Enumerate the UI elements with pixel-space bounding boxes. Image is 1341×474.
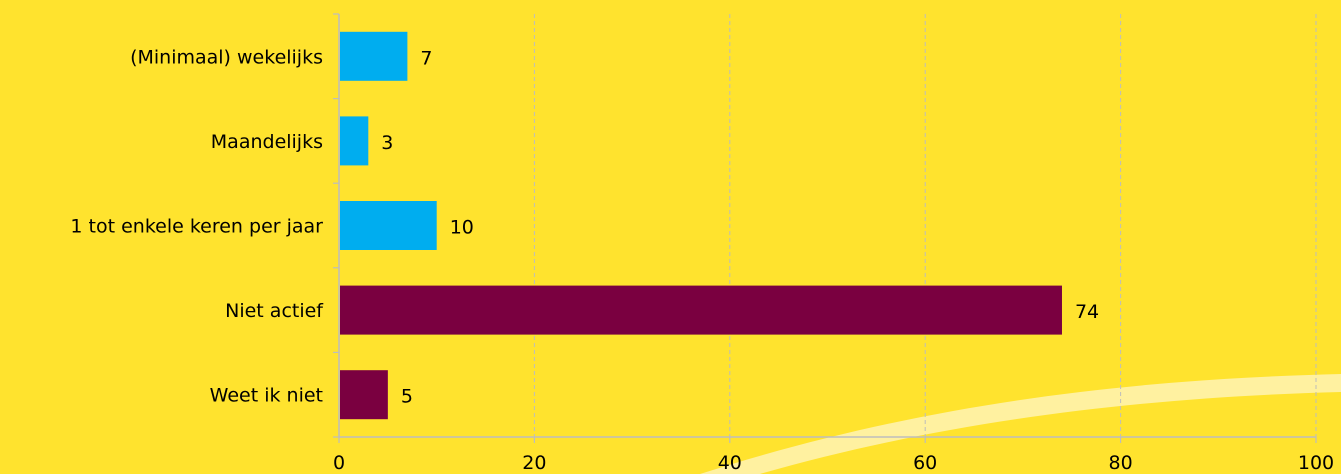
labels: 0 20 40 60 80 100 (Minimaal) wekelijks 7 Maandel… (70, 46, 1334, 474)
value-label-2: 10 (450, 217, 474, 239)
x-tick-label-40: 40 (718, 452, 742, 474)
grid-lines (533, 14, 1317, 437)
bar-1 (340, 116, 369, 166)
x-tick-label-100: 100 (1298, 452, 1334, 474)
axes (333, 13, 1317, 443)
category-label-2: 1 tot enkele keren per jaar (70, 216, 323, 238)
bar-3 (340, 285, 1062, 335)
category-label-1: Maandelijks (211, 131, 323, 153)
value-label-4: 5 (401, 386, 413, 408)
bar-2 (340, 201, 437, 250)
bar-0 (340, 31, 408, 81)
value-label-1: 3 (381, 132, 393, 154)
category-label-4: Weet ik niet (210, 385, 323, 407)
value-label-0: 7 (420, 47, 432, 69)
bar-4 (340, 370, 388, 420)
category-label-3: Niet actief (225, 300, 324, 322)
x-tick-label-80: 80 (1109, 452, 1133, 474)
bars (340, 31, 1062, 420)
x-tick-label-60: 60 (913, 452, 937, 474)
category-label-0: (Minimaal) wekelijks (130, 46, 323, 68)
x-tick-label-20: 20 (522, 452, 546, 474)
decorative-swoosh (700, 374, 1341, 474)
value-label-3: 74 (1075, 301, 1099, 323)
x-tick-label-0: 0 (333, 452, 345, 474)
